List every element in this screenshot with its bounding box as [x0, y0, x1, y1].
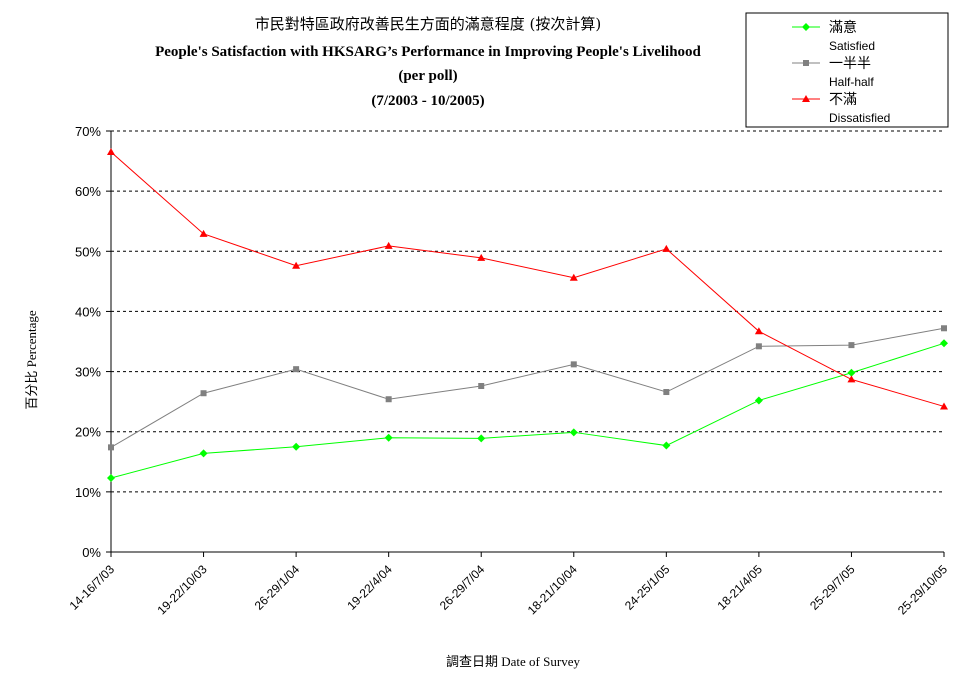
x-tick-label: 26-29/1/04: [252, 562, 303, 613]
legend-item: 滿意 Satisfied: [792, 19, 875, 53]
y-tick-label: 70%: [75, 124, 101, 139]
y-tick-label: 10%: [75, 485, 101, 500]
data-point: [384, 433, 393, 442]
data-point: [755, 343, 762, 350]
data-point: [199, 229, 208, 237]
y-tick-label: 60%: [75, 184, 101, 199]
data-point: [107, 474, 115, 483]
data-point: [569, 428, 578, 437]
x-tick-label: 25-29/10/05: [895, 562, 950, 617]
data-point: [107, 148, 115, 156]
data-point: [477, 253, 486, 261]
x-tick-label: 19-22/4/04: [344, 562, 395, 613]
y-axis-label: 百分比 Percentage: [24, 310, 39, 410]
series-group: [107, 148, 948, 483]
x-axis-label: 調查日期 Date of Survey: [446, 654, 580, 669]
data-point: [292, 442, 301, 451]
series-satisfied: [107, 339, 948, 483]
data-point: [802, 23, 810, 31]
data-point: [941, 325, 947, 332]
y-tick-label: 30%: [75, 365, 101, 380]
data-point: [293, 366, 300, 373]
legend-label-en: Half-half: [829, 75, 874, 89]
series-line: [110, 342, 945, 479]
data-point: [662, 441, 671, 450]
series-dissatisfied: [107, 148, 948, 410]
x-tick-label: 14-16/7/03: [67, 562, 118, 613]
legend-item: 不滿 Dissatisfied: [792, 92, 890, 125]
data-point: [847, 375, 856, 383]
y-axis-ticks: 0% 10% 20% 30% 40% 50% 60% 70%: [75, 124, 111, 560]
data-point: [754, 327, 763, 335]
data-point: [802, 95, 810, 102]
chart-period: (7/2003 - 10/2005): [371, 93, 484, 109]
series-half-half: [108, 325, 947, 451]
y-tick-label: 40%: [75, 304, 101, 319]
legend-box: [745, 12, 949, 128]
x-tick-label: 18-21/4/05: [715, 562, 766, 613]
y-tick-label: 50%: [75, 244, 101, 259]
data-point: [477, 434, 486, 443]
data-point: [385, 396, 392, 403]
x-tick-label: 18-21/10/04: [525, 562, 580, 617]
data-point: [803, 60, 809, 66]
x-tick-label: 25-29/7/05: [807, 562, 858, 613]
data-point: [569, 273, 578, 281]
legend: 滿意 Satisfied 一半半 Half-half 不滿 Dissatisfied: [745, 12, 949, 128]
x-tick-label: 19-22/10/03: [154, 562, 209, 617]
legend-label: 一半半: [829, 56, 871, 72]
legend-label: 滿意: [829, 19, 857, 36]
data-point: [478, 383, 485, 390]
data-point: [570, 361, 577, 368]
y-tick-label: 0%: [82, 545, 101, 560]
data-point: [200, 390, 207, 397]
series-line: [110, 327, 945, 448]
series-line: [110, 151, 945, 407]
y-tick-label: 20%: [75, 425, 101, 440]
data-point: [662, 244, 671, 252]
data-point: [847, 368, 856, 377]
data-point: [199, 449, 208, 458]
chart-title: 市民對特區政府改善民生方面的滿意程度 (按次計算): [255, 15, 601, 33]
x-tick-label: 24-25/1/05: [622, 562, 673, 613]
data-point: [940, 339, 948, 348]
data-point: [292, 261, 301, 269]
data-point: [108, 444, 114, 451]
data-point: [384, 241, 393, 249]
data-point: [754, 396, 763, 405]
data-point: [663, 389, 670, 396]
legend-label: 不滿: [829, 92, 857, 108]
data-point: [940, 402, 948, 410]
chart-subtitle: People's Satisfaction with HKSARG’s Perf…: [155, 44, 701, 60]
x-axis-ticks: 14-16/7/03 19-22/10/03 26-29/1/04 19-22/4/0…: [67, 552, 950, 617]
legend-label-en: Dissatisfied: [829, 111, 890, 125]
legend-item: 一半半 Half-half: [792, 56, 874, 89]
chart-subtitle-per-poll: (per poll): [398, 68, 457, 84]
x-tick-label: 26-29/7/04: [437, 562, 488, 613]
data-point: [848, 342, 855, 349]
legend-label-en: Satisfied: [829, 39, 875, 53]
gridlines: [111, 130, 944, 493]
